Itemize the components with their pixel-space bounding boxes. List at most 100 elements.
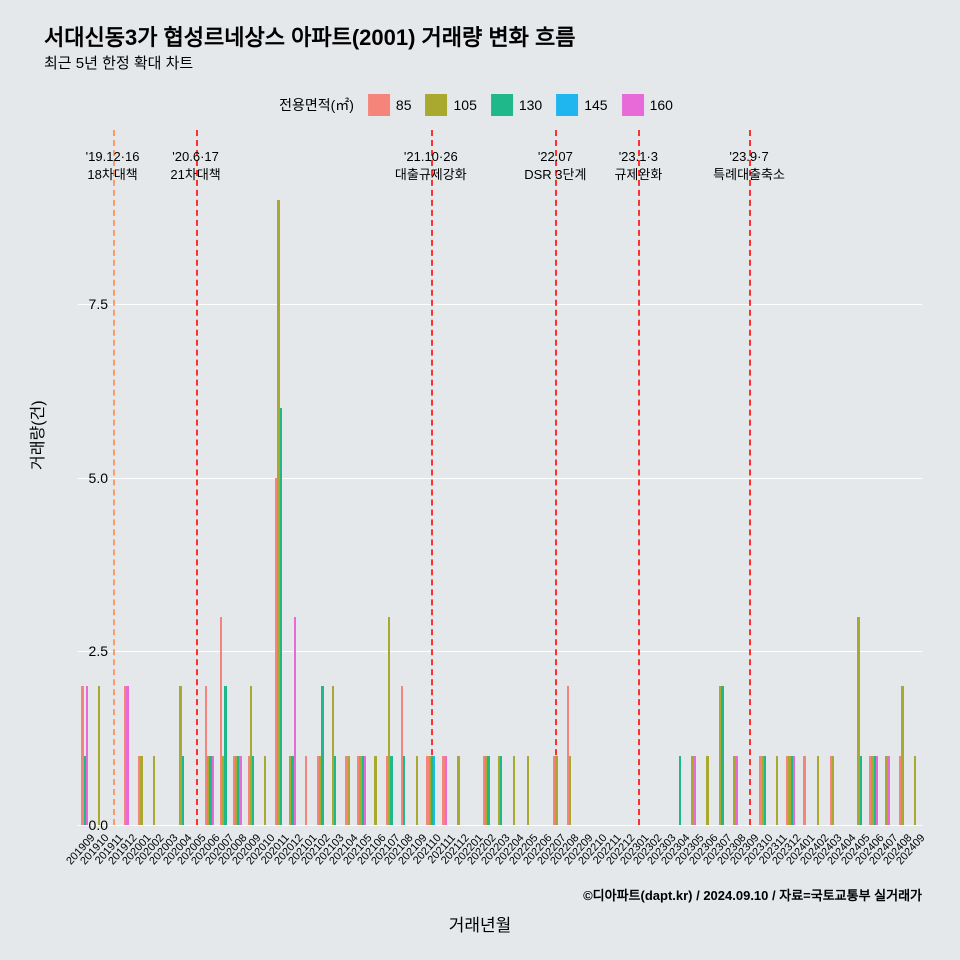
gridline: [78, 478, 922, 479]
gridline: [78, 825, 922, 826]
bar-group: [369, 756, 383, 826]
bar-group: [244, 686, 258, 825]
bar-105: [901, 686, 903, 825]
bar-group: [78, 686, 92, 825]
legend-swatch-105: [426, 94, 448, 116]
bar-105: [98, 686, 100, 825]
bar-130: [487, 756, 489, 826]
bar-130: [390, 756, 392, 826]
bar-group: [853, 617, 867, 826]
bar-group: [756, 756, 770, 826]
event-annotation: '20.6·1721차대책: [170, 148, 220, 183]
bar-105: [374, 756, 376, 826]
bar-group: [133, 756, 147, 826]
legend-label-105: 105: [454, 97, 477, 113]
bar-105: [817, 756, 819, 826]
bar-group: [424, 756, 438, 826]
legend-label-85: 85: [396, 97, 412, 113]
bar-group: [452, 756, 466, 826]
bar-160: [86, 686, 88, 825]
bar-105: [348, 756, 350, 826]
legend-label-145: 145: [584, 97, 607, 113]
event-line: [749, 130, 751, 825]
bar-group: [327, 686, 341, 825]
legend-swatch-130: [491, 94, 513, 116]
bar-group: [120, 686, 134, 825]
bar-group: [286, 617, 300, 826]
bar-105: [264, 756, 266, 826]
y-tick-label: 0.0: [89, 817, 108, 833]
bar-group: [382, 617, 396, 826]
bar-160: [735, 756, 737, 826]
bar-130: [403, 756, 405, 826]
gridline: [78, 651, 922, 652]
credit-line: ©디아파트(dapt.kr) / 2024.09.10 / 자료=국토교통부 실…: [583, 885, 922, 904]
bar-105: [153, 756, 155, 826]
bar-group: [811, 756, 825, 826]
y-tick-label: 5.0: [89, 470, 108, 486]
bar-160: [294, 617, 296, 826]
bar-160: [887, 756, 889, 826]
event-line: [555, 130, 557, 825]
bar-105: [569, 756, 571, 826]
legend-swatch-160: [622, 94, 644, 116]
bar-group: [175, 686, 189, 825]
bar-group: [410, 756, 424, 826]
bar-group: [299, 756, 313, 826]
bar-105: [555, 756, 557, 826]
bar-130: [182, 756, 184, 826]
bar-105: [832, 756, 834, 826]
bar-group: [272, 200, 286, 826]
bar-130: [764, 756, 766, 826]
bar-130: [679, 756, 681, 826]
bar-group: [479, 756, 493, 826]
bar-group: [701, 756, 715, 826]
y-axis-label: 거래량(건): [24, 400, 48, 470]
bar-group: [493, 756, 507, 826]
bar-group: [230, 756, 244, 826]
bar-group: [92, 686, 106, 825]
plot-area: '19.12·1618차대책'20.6·1721차대책'21.10·26대출규제…: [78, 130, 922, 825]
bar-145: [433, 756, 435, 826]
y-tick-label: 7.5: [89, 296, 108, 312]
bar-160: [876, 756, 878, 826]
bar-130: [500, 756, 502, 826]
x-axis-ticks: 2019092019102019112019122020012020022020…: [78, 828, 922, 888]
bar-group: [521, 756, 535, 826]
bar-group: [867, 756, 881, 826]
bar-group: [313, 686, 327, 825]
event-line: [196, 130, 198, 825]
bar-group: [438, 756, 452, 826]
bar-130: [321, 686, 323, 825]
bar-group: [687, 756, 701, 826]
y-tick-label: 2.5: [89, 643, 108, 659]
bar-group: [258, 756, 272, 826]
bar-group: [507, 756, 521, 826]
bar-105: [513, 756, 515, 826]
event-line: [638, 130, 640, 825]
event-line: [113, 130, 115, 825]
bar-130: [721, 686, 723, 825]
bar-group: [825, 756, 839, 826]
bar-130: [252, 756, 254, 826]
bar-130: [280, 408, 282, 825]
bar-group: [341, 756, 355, 826]
x-axis-label: 거래년월: [449, 911, 512, 936]
gridline: [78, 304, 922, 305]
bar-group: [355, 756, 369, 826]
bar-105: [776, 756, 778, 826]
bar-160: [445, 756, 447, 826]
bar-group: [908, 756, 922, 826]
bar-group: [396, 686, 410, 825]
chart-subtitle: 최근 5년 한정 확대 차트: [44, 52, 193, 73]
bar-105: [914, 756, 916, 826]
bar-group: [216, 617, 230, 826]
bar-130: [224, 686, 226, 825]
event-annotation: '22.07DSR 3단계: [524, 148, 586, 183]
chart-title: 서대신동3가 협성르네상스 아파트(2001) 거래량 변화 흐름: [44, 20, 575, 52]
bar-group: [797, 756, 811, 826]
bar-160: [694, 756, 696, 826]
legend-label-130: 130: [519, 97, 542, 113]
bar-group: [203, 686, 217, 825]
bar-160: [793, 756, 795, 826]
